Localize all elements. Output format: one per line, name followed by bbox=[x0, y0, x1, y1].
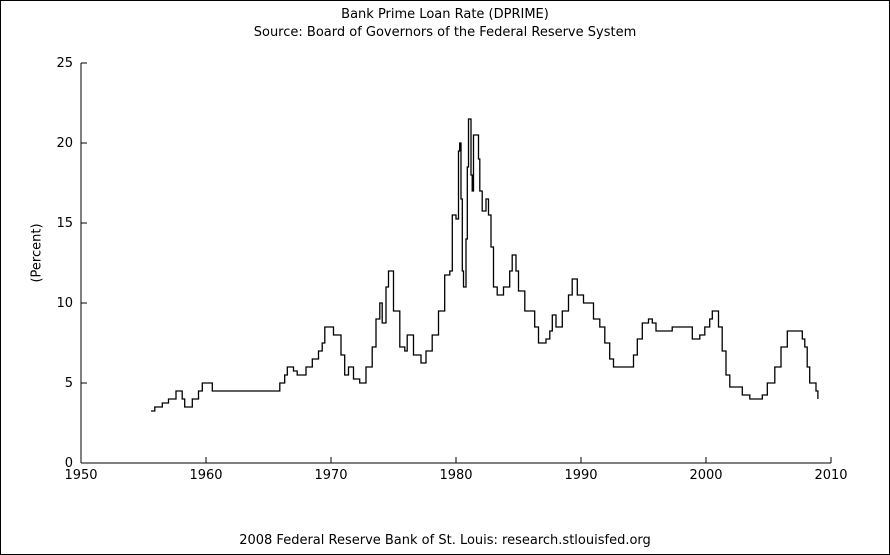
y-tick-label: 10 bbox=[56, 296, 73, 311]
x-tick-label: 1950 bbox=[64, 468, 97, 483]
x-tick-label: 1980 bbox=[439, 468, 472, 483]
y-tick-label: 15 bbox=[56, 216, 73, 231]
y-tick-label: 0 bbox=[65, 456, 73, 471]
y-tick-label: 5 bbox=[65, 376, 73, 391]
series-line bbox=[151, 118, 819, 412]
chart-subtitle: Source: Board of Governors of the Federa… bbox=[253, 25, 637, 40]
x-tick-label: 1990 bbox=[564, 468, 597, 483]
x-tick-label: 2000 bbox=[689, 468, 722, 483]
y-tick-label: 20 bbox=[56, 136, 73, 151]
x-tick-label: 2010 bbox=[814, 468, 847, 483]
x-tick-label: 1960 bbox=[189, 468, 222, 483]
chart-footer: 2008 Federal Reserve Bank of St. Louis: … bbox=[239, 533, 651, 548]
chart-title: Bank Prime Loan Rate (DPRIME) bbox=[341, 7, 549, 22]
x-tick-label: 1970 bbox=[314, 468, 347, 483]
y-tick-label: 25 bbox=[56, 56, 73, 71]
